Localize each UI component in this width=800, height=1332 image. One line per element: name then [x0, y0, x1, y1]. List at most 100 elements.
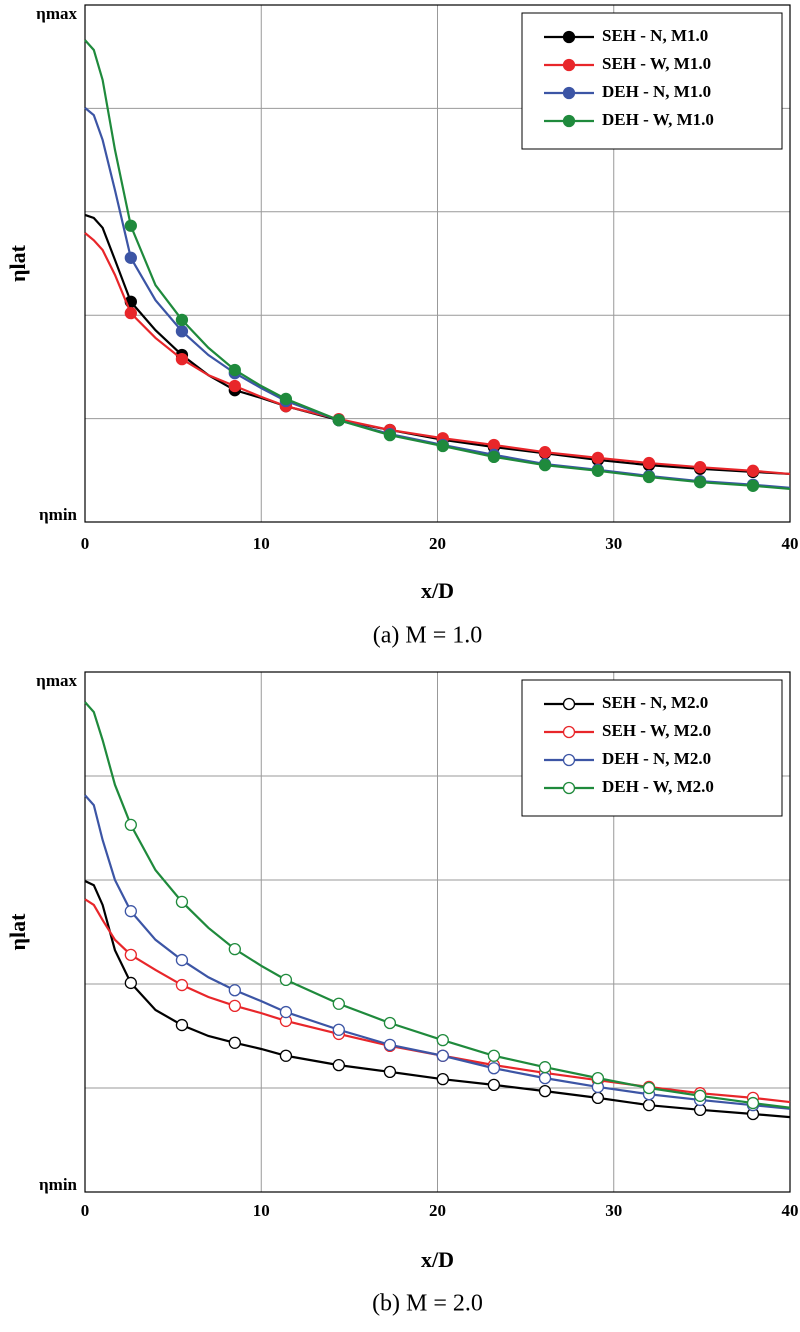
data-marker	[124, 948, 137, 962]
chart-caption: (b) M = 2.0	[372, 1291, 483, 1317]
plot-frame	[84, 4, 791, 523]
data-marker	[746, 1096, 760, 1110]
data-marker	[487, 1049, 501, 1062]
legend-marker	[562, 58, 576, 72]
data-marker	[279, 1005, 293, 1019]
x-tick-label: 10	[253, 1201, 270, 1220]
y-axis-label: ηlat	[5, 913, 30, 951]
data-marker	[332, 1023, 345, 1036]
x-tick-label: 10	[253, 534, 270, 553]
data-marker	[487, 450, 501, 464]
data-marker	[642, 456, 656, 470]
chart-panel: ηmin ηmax 0 10 20 30 40 x/D ηlat (a) M = 1.0 SEH -…	[5, 4, 798, 649]
data-marker	[746, 464, 760, 477]
data-marker	[279, 973, 293, 986]
data-marker	[279, 392, 293, 406]
x-tick-label: 0	[81, 534, 90, 553]
data-marker	[175, 313, 189, 327]
data-marker	[538, 1061, 552, 1074]
y-axis-label: ηlat	[5, 244, 30, 282]
legend-label: DEH - N, M2.0	[602, 749, 711, 768]
legend-marker	[562, 114, 576, 128]
data-marker	[332, 1058, 345, 1072]
legend-marker	[562, 697, 576, 711]
data-marker	[124, 251, 137, 264]
x-tick-label: 40	[782, 534, 799, 553]
data-marker	[436, 1034, 449, 1047]
data-marker	[693, 461, 707, 474]
data-marker	[487, 1078, 501, 1092]
data-marker	[228, 999, 241, 1012]
legend-marker	[562, 753, 576, 767]
data-marker	[383, 428, 397, 442]
legend: SEH - N, M2.0 SEH - W, M2.0 DEH - N, M2.0 D…	[521, 679, 783, 817]
data-marker	[642, 1099, 656, 1112]
data-marker	[383, 1016, 397, 1030]
data-marker	[538, 446, 552, 459]
data-marker	[487, 1062, 501, 1075]
legend-label: SEH - W, M1.0	[602, 54, 711, 73]
data-marker	[124, 905, 137, 918]
data-marker	[436, 1073, 449, 1086]
data-marker	[383, 1065, 397, 1079]
y-tick-label: ηmax	[36, 671, 77, 690]
data-marker	[175, 895, 189, 908]
data-marker	[746, 479, 760, 492]
y-tick-label: ηmin	[39, 505, 78, 524]
legend-label: DEH - N, M1.0	[602, 82, 711, 101]
legend: SEH - N, M1.0 SEH - W, M1.0 DEH - N, M1.0 D…	[521, 12, 783, 150]
data-marker	[383, 1038, 397, 1051]
data-marker	[175, 953, 189, 967]
data-marker	[124, 818, 137, 832]
x-tick-label: 40	[782, 1201, 799, 1220]
data-marker	[538, 1084, 552, 1098]
data-marker	[642, 470, 656, 484]
data-marker	[175, 352, 189, 366]
data-marker	[279, 1049, 293, 1062]
data-marker	[124, 976, 137, 990]
legend-marker	[562, 781, 576, 795]
data-marker	[228, 943, 241, 956]
chart-panel: ηmin ηmax 0 10 20 30 40 x/D ηlat (b) M = 2.0 SEH -…	[5, 671, 798, 1317]
legend-label: SEH - N, M1.0	[602, 26, 708, 45]
data-marker	[538, 1071, 552, 1085]
data-marker	[175, 1018, 189, 1032]
chart-caption: (a) M = 1.0	[373, 623, 483, 649]
legend-label: DEH - W, M1.0	[602, 110, 714, 129]
data-marker	[175, 978, 189, 992]
data-marker	[591, 464, 605, 477]
legend-marker	[562, 30, 576, 44]
data-marker	[332, 414, 345, 427]
data-marker	[228, 379, 241, 393]
legend-marker	[562, 725, 576, 739]
x-tick-label: 30	[605, 1201, 622, 1220]
plot-frame	[84, 671, 791, 1193]
data-marker	[228, 984, 241, 997]
data-marker	[591, 451, 605, 465]
x-tick-label: 0	[81, 1201, 90, 1220]
data-marker	[591, 1091, 605, 1105]
data-marker	[124, 306, 137, 320]
legend-label: SEH - N, M2.0	[602, 693, 708, 712]
legend-marker	[562, 86, 576, 100]
data-marker	[538, 458, 552, 472]
x-tick-label: 30	[605, 534, 622, 553]
x-tick-label: 20	[429, 534, 446, 553]
legend-label: DEH - W, M2.0	[602, 777, 714, 796]
x-tick-label: 20	[429, 1201, 446, 1220]
data-marker	[228, 363, 241, 377]
data-marker	[591, 1071, 605, 1085]
data-marker	[436, 439, 449, 453]
data-marker	[642, 1081, 656, 1095]
x-axis-label: x/D	[421, 1247, 454, 1272]
x-axis-label: x/D	[421, 578, 454, 603]
data-marker	[124, 219, 137, 232]
legend-label: SEH - W, M2.0	[602, 721, 711, 740]
data-marker	[436, 1049, 449, 1062]
data-marker	[332, 997, 345, 1010]
data-marker	[228, 1036, 241, 1049]
data-marker	[693, 476, 707, 489]
y-tick-label: ηmin	[39, 1175, 78, 1194]
data-marker	[175, 325, 189, 338]
